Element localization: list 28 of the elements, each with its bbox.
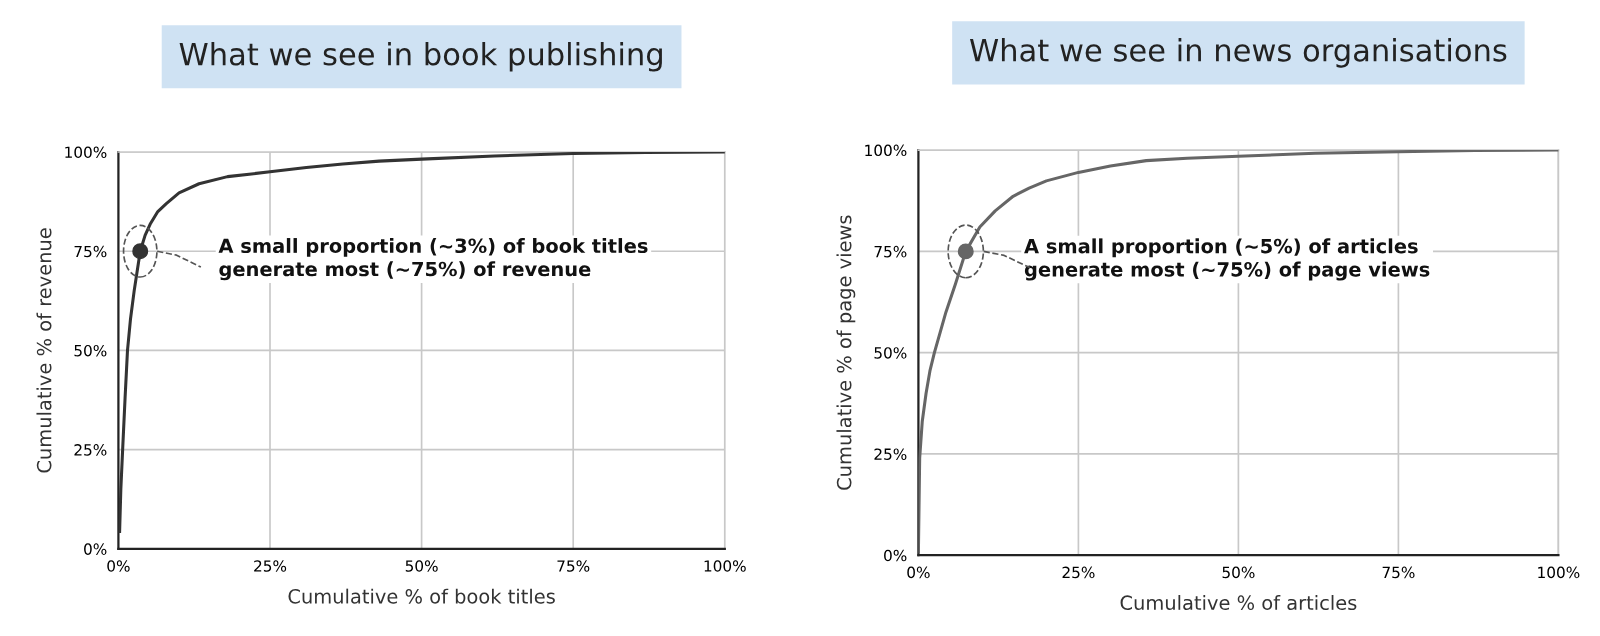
y-tick-label: 25% [74, 444, 107, 456]
x-axis-title: Cumulative % of articles [1120, 595, 1357, 611]
x-tick-label: 75% [557, 560, 590, 572]
x-axis-title: Cumulative % of book titles [288, 588, 555, 604]
x-tick-label: 0% [907, 566, 930, 579]
x-tick-label: 50% [1222, 566, 1255, 579]
y-tick-label: 25% [874, 448, 907, 460]
y-tick-label: 50% [74, 344, 107, 357]
y-tick-label: 50% [874, 347, 907, 359]
y-tick-label: 100% [65, 146, 107, 159]
y-tick-label: 75% [874, 245, 907, 258]
x-tick-label: 100% [704, 560, 746, 572]
y-axis-title: Cumulative % of page views [836, 215, 856, 490]
x-tick-label: 50% [405, 560, 438, 572]
y-tick-label: 100% [865, 144, 907, 157]
chart-title: What we see in news organisations [969, 38, 1507, 68]
y-tick-label: 75% [74, 245, 107, 258]
y-axis-title: Cumulative % of revenue [36, 228, 52, 473]
x-tick-label: 0% [107, 560, 130, 572]
chart-title: What we see in book publishing [179, 41, 662, 72]
annotation: A small proportion (~5%) of articles generate most (~75%) of page views [1024, 238, 1430, 281]
x-tick-label: 25% [254, 560, 287, 572]
x-tick-label: 25% [1062, 566, 1095, 579]
x-tick-label: 100% [1538, 566, 1580, 579]
annotation: A small proportion (~3%) of book titles generate most (~75%) of revenue [218, 238, 648, 281]
y-tick-label: 0% [84, 543, 107, 555]
x-tick-label: 75% [1382, 566, 1415, 579]
y-tick-label: 0% [884, 549, 907, 562]
